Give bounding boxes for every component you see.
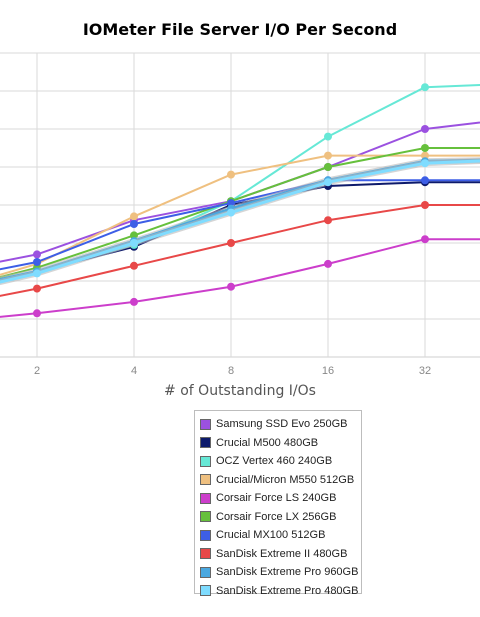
series-7: [0, 201, 480, 297]
legend-label: SanDisk Extreme Pro 480GB: [216, 584, 359, 597]
data-point: [227, 208, 235, 217]
legend-item: Corsair Force LS 240GB: [200, 489, 361, 508]
data-point: [421, 235, 429, 244]
legend-swatch: [200, 455, 211, 467]
series-3: [0, 151, 480, 276]
data-point: [421, 176, 429, 185]
data-point: [33, 250, 41, 259]
legend-swatch: [200, 492, 211, 504]
series-8: [0, 157, 480, 283]
legend-swatch: [200, 437, 211, 449]
series-line: [0, 154, 480, 276]
data-point: [33, 284, 41, 293]
legend-label: SanDisk Extreme II 480GB: [216, 547, 348, 560]
legend-label: SanDisk Extreme Pro 960GB: [216, 566, 359, 579]
legend-swatch: [200, 529, 211, 541]
x-tick-label: 32: [419, 365, 431, 377]
legend-item: SanDisk Extreme Pro 480GB: [200, 582, 361, 601]
series-4: [0, 235, 480, 318]
data-point: [33, 309, 41, 318]
legend-label: Samsung SSD Evo 250GB: [216, 418, 348, 431]
series-6: [0, 176, 480, 271]
legend: Samsung SSD Evo 250GB Crucial M500 480GB O…: [194, 410, 362, 597]
data-point: [227, 282, 235, 291]
data-point: [227, 170, 235, 179]
legend-swatch: [200, 474, 211, 486]
x-tick-label: 2: [34, 365, 40, 377]
data-point: [33, 269, 41, 278]
legend-label: Corsair Force LX 256GB: [216, 510, 337, 523]
data-point: [324, 132, 332, 141]
data-point: [324, 163, 332, 171]
data-point: [421, 201, 429, 209]
data-point: [130, 220, 138, 228]
legend-swatch: [200, 511, 211, 523]
legend-item: SanDisk Extreme Pro 960GB: [200, 563, 361, 582]
series-line: [0, 147, 480, 279]
chart-title: IOMeter File Server I/O Per Second: [82, 20, 398, 39]
legend-item: Corsair Force LX 256GB: [200, 508, 361, 527]
legend-swatch: [200, 548, 211, 560]
data-point: [130, 239, 138, 247]
legend-swatch: [200, 566, 211, 578]
legend-item: Crucial/Micron M550 512GB: [200, 471, 361, 490]
data-point: [324, 151, 332, 160]
legend-label: Crucial/Micron M550 512GB: [216, 473, 355, 486]
legend-label: Crucial MX100 512GB: [216, 529, 326, 542]
data-point: [130, 297, 138, 306]
data-point: [421, 144, 429, 152]
legend-swatch: [200, 585, 211, 597]
data-point: [33, 258, 41, 266]
data-point: [130, 261, 138, 270]
x-tick-label: 4: [131, 365, 137, 377]
data-point: [324, 178, 332, 187]
legend-label: Corsair Force LS 240GB: [216, 492, 337, 505]
legend-item: Crucial M500 480GB: [200, 434, 361, 453]
series-lines: [0, 83, 480, 318]
data-point: [227, 239, 235, 247]
series-9: [0, 158, 480, 286]
legend-item: Crucial MX100 512GB: [200, 526, 361, 545]
data-point: [421, 83, 429, 92]
data-point: [421, 159, 429, 168]
legend-label: OCZ Vertex 460 240GB: [216, 455, 333, 468]
data-point: [324, 259, 332, 268]
legend-swatch: [200, 418, 211, 430]
legend-item: Samsung SSD Evo 250GB: [200, 415, 361, 434]
x-tick-labels: 2 4 8 16 32: [34, 365, 431, 377]
legend-item: OCZ Vertex 460 240GB: [200, 452, 361, 471]
data-point: [324, 216, 332, 225]
data-point: [130, 212, 138, 221]
data-point: [421, 151, 429, 160]
legend-label: Crucial M500 480GB: [216, 436, 319, 449]
x-axis-label: # of Outstanding I/Os: [164, 383, 316, 399]
legend-item: SanDisk Extreme II 480GB: [200, 545, 361, 564]
data-point: [421, 125, 429, 133]
x-tick-label: 16: [322, 365, 334, 377]
x-tick-label: 8: [228, 365, 234, 377]
